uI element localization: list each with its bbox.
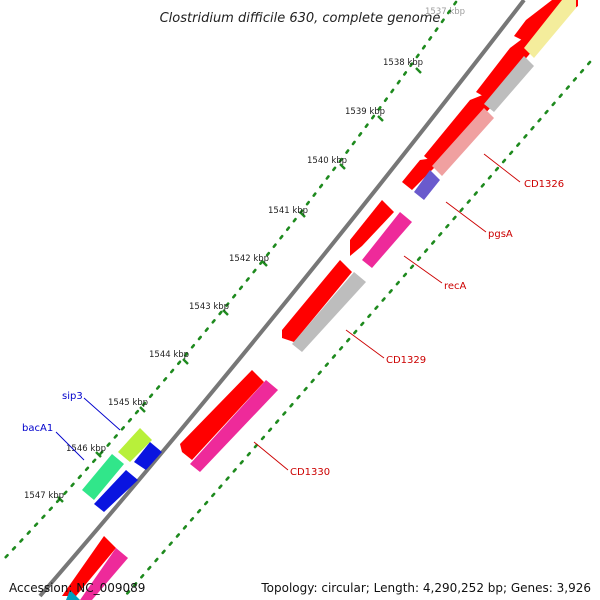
cds-arrow[interactable] [180, 370, 264, 460]
cds-blue[interactable] [94, 470, 138, 512]
cds-arrow[interactable] [350, 200, 394, 256]
tick-1539 [377, 115, 384, 122]
major-ticks [57, 67, 422, 503]
gene-label-CD1326[interactable]: CD1326 [524, 179, 564, 190]
callout-lines [55, 153, 521, 471]
cds-purple[interactable] [414, 170, 440, 200]
genome-summary: Topology: circular; Length: 4,290,252 bp… [261, 581, 591, 595]
feature-track [66, 0, 576, 600]
cds-arrow[interactable] [424, 92, 494, 166]
gene-label-recA[interactable]: recA [444, 281, 467, 292]
tick-label-1546: 1546 kbp [66, 444, 106, 454]
cds-magenta[interactable] [190, 380, 278, 472]
gene-label-CD1330[interactable]: CD1330 [290, 467, 330, 478]
tick-1544 [182, 358, 189, 365]
map-title: Clostridium difficile 630, complete geno… [160, 11, 441, 26]
tick-1541 [299, 211, 306, 218]
accession-text: Accession: NC_009089 [9, 581, 146, 595]
tick-1546 [95, 451, 102, 458]
gene-label-bacA1[interactable]: bacA1 [22, 423, 53, 434]
genome-backbone [38, 0, 526, 598]
callout-line [55, 431, 85, 461]
tick-1543 [222, 309, 229, 316]
tick-label-1539: 1539 kbp [345, 107, 385, 117]
callout-line [345, 329, 385, 359]
cds-yellow[interactable] [524, 0, 576, 58]
tick-label-1543: 1543 kbp [189, 302, 229, 312]
cds-blue-sip3[interactable] [134, 442, 162, 470]
tick-label-1544: 1544 kbp [149, 350, 189, 360]
callout-line [483, 153, 521, 183]
callout-line [403, 255, 443, 284]
outer-tick-ring [1, 0, 458, 562]
tick-1547 [57, 496, 64, 503]
cds-arrow[interactable] [62, 536, 116, 596]
tick-1538 [415, 67, 422, 74]
callout-line [83, 397, 121, 431]
tick-label-1541: 1541 kbp [268, 206, 308, 216]
tick-label-1545: 1545 kbp [108, 398, 148, 408]
gene-label-pgsA[interactable]: pgsA [488, 229, 513, 240]
tick-label-1537: 1537 kbp [425, 7, 465, 17]
tick-1542 [261, 260, 268, 267]
tick-label-1538: 1538 kbp [383, 58, 423, 68]
tick-label-1542: 1542 kbp [229, 254, 269, 264]
gene-label-sip3[interactable]: sip3 [62, 391, 83, 402]
cds-arrow[interactable] [282, 260, 352, 342]
tick-1540 [339, 163, 346, 170]
tick-1545 [139, 406, 146, 413]
cds-magenta[interactable] [80, 548, 128, 600]
cds-pink[interactable] [432, 108, 494, 176]
cds-magenta[interactable] [362, 212, 412, 268]
gene-label-CD1329[interactable]: CD1329 [386, 355, 426, 366]
cds-arrow[interactable] [402, 158, 434, 190]
cds-lime[interactable] [118, 428, 152, 462]
callout-line [445, 201, 487, 233]
callout-line [253, 441, 289, 471]
cds-gray[interactable] [292, 272, 366, 352]
cds-arrow[interactable] [476, 30, 540, 100]
cds-track [62, 0, 578, 596]
tick-label-1540: 1540 kbp [307, 156, 347, 166]
cds-green-bacA1[interactable] [82, 454, 124, 500]
inner-tick-ring [123, 60, 592, 598]
cds-gray[interactable] [484, 56, 534, 112]
tick-label-1547: 1547 kbp [24, 491, 64, 501]
cds-teal[interactable] [66, 590, 80, 600]
